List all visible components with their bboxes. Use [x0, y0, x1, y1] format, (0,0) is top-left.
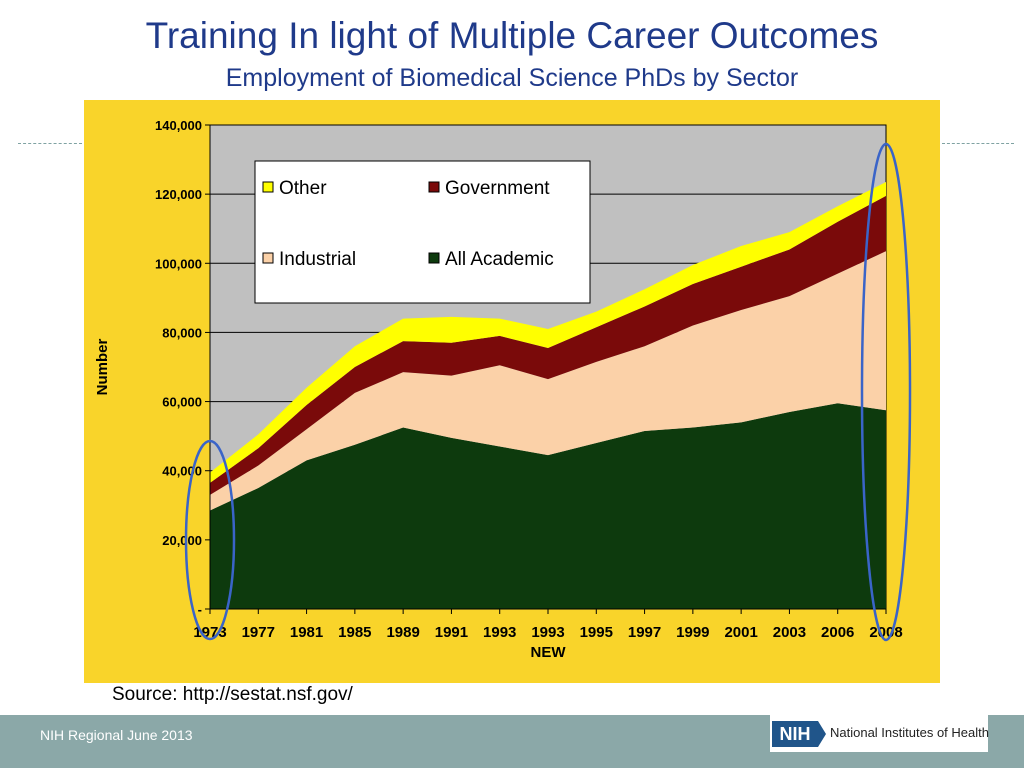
- right-divider-line: [942, 143, 1014, 144]
- y-axis-title: Number: [94, 339, 111, 396]
- nih-logo-name: National Institutes of Health: [830, 725, 989, 740]
- legend-label: Industrial: [279, 249, 356, 270]
- legend-label: Other: [279, 178, 327, 199]
- x-tick-label: 2006: [821, 624, 854, 641]
- y-tick-label: 20,000: [162, 533, 202, 548]
- area-series-other: [210, 182, 886, 483]
- x-tick-label: 1973: [193, 624, 226, 641]
- area-series-all-academic: [210, 403, 886, 609]
- legend-swatch: [262, 181, 274, 193]
- legend-swatch: [428, 181, 440, 193]
- area-series-industrial: [210, 251, 886, 511]
- y-tick-label: 80,000: [162, 325, 202, 340]
- slide-subtitle: Employment of Biomedical Science PhDs by…: [225, 64, 799, 92]
- legend-box: [254, 160, 591, 304]
- x-tick-label: 2008: [869, 624, 902, 641]
- x-tick-label: 1993: [531, 624, 564, 641]
- footer-bar: NIH Regional June 2013 NIH National Inst…: [0, 715, 1024, 768]
- y-tick-label: 140,000: [155, 118, 202, 133]
- x-tick-label: 1981: [290, 624, 323, 641]
- x-axis-title: NEW: [531, 644, 567, 661]
- chart-panel: - 20,000 40,000 60,000 80,000 100,000 120,000 1…: [84, 100, 940, 683]
- nih-logo-chevron: [818, 721, 826, 747]
- x-tick-label: 1977: [242, 624, 275, 641]
- x-tick-label: 1989: [386, 624, 419, 641]
- x-tick-label: 2003: [773, 624, 806, 641]
- footer-text: NIH Regional June 2013: [40, 727, 193, 743]
- x-tick-label: 1985: [338, 624, 371, 641]
- area-chart: - 20,000 40,000 60,000 80,000 100,000 120,000 1…: [94, 118, 912, 661]
- legend-label: All Academic: [445, 249, 554, 270]
- y-tick-label: -: [198, 602, 202, 617]
- y-tick-label: 60,000: [162, 395, 202, 410]
- legend-label: Government: [445, 178, 550, 199]
- nih-logo-mark: NIH: [772, 721, 818, 747]
- y-tick-label: 40,000: [162, 464, 202, 479]
- legend-swatch: [428, 252, 440, 264]
- x-tick-label: 2001: [724, 624, 757, 641]
- y-tick-label: 120,000: [155, 187, 202, 202]
- slide-title: Training In light of Multiple Career Out…: [145, 15, 879, 56]
- source-citation: Source: http://sestat.nsf.gov/: [112, 684, 353, 705]
- y-tick-label: 100,000: [155, 256, 202, 271]
- left-divider-line: [18, 143, 82, 144]
- x-tick-label: 1997: [628, 624, 661, 641]
- highlight-ellipse: [860, 142, 912, 642]
- x-tick-label: 1999: [676, 624, 709, 641]
- x-tick-label: 1995: [580, 624, 613, 641]
- x-tick-label: 1993: [483, 624, 516, 641]
- highlight-ellipse: [184, 439, 236, 641]
- x-tick-label: 1991: [435, 624, 468, 641]
- nih-logo: NIH National Institutes of Health: [770, 715, 989, 752]
- legend-swatch: [262, 252, 274, 264]
